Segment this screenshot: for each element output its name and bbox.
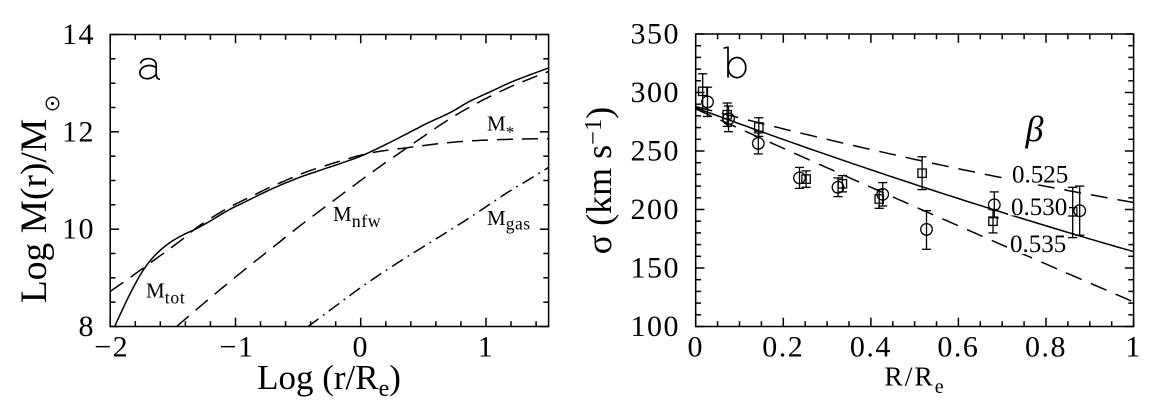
svg-text:150: 150: [631, 252, 681, 285]
svg-text:0.6: 0.6: [937, 331, 979, 364]
svg-text:1: 1: [478, 331, 495, 364]
svg-text:14: 14: [62, 18, 95, 51]
svg-text:200: 200: [631, 193, 681, 226]
svg-text:0.535: 0.535: [1010, 231, 1066, 258]
svg-text:0.530: 0.530: [1011, 194, 1067, 221]
svg-text:−2: −2: [94, 331, 129, 364]
svg-text:Log M(r)/M: Log M(r)/M: [14, 119, 55, 303]
svg-text:−1: −1: [220, 331, 255, 364]
svg-text:250: 250: [631, 135, 681, 168]
svg-text:300: 300: [631, 76, 681, 109]
svg-text:0: 0: [687, 331, 704, 364]
svg-text:β: β: [1025, 109, 1044, 149]
svg-text:Log (r/Re): Log (r/Re): [257, 358, 401, 402]
svg-text:350: 350: [631, 18, 681, 51]
svg-text:0.2: 0.2: [762, 331, 804, 364]
svg-text:12: 12: [62, 115, 95, 148]
svg-text:10: 10: [62, 213, 95, 246]
svg-text:100: 100: [631, 310, 681, 343]
svg-text:0.8: 0.8: [1025, 331, 1067, 364]
svg-text:1: 1: [1125, 331, 1142, 364]
svg-text:0: 0: [352, 331, 369, 364]
svg-text:8: 8: [79, 310, 96, 343]
svg-text:0.4: 0.4: [850, 331, 892, 364]
svg-text:0.525: 0.525: [1012, 162, 1068, 189]
